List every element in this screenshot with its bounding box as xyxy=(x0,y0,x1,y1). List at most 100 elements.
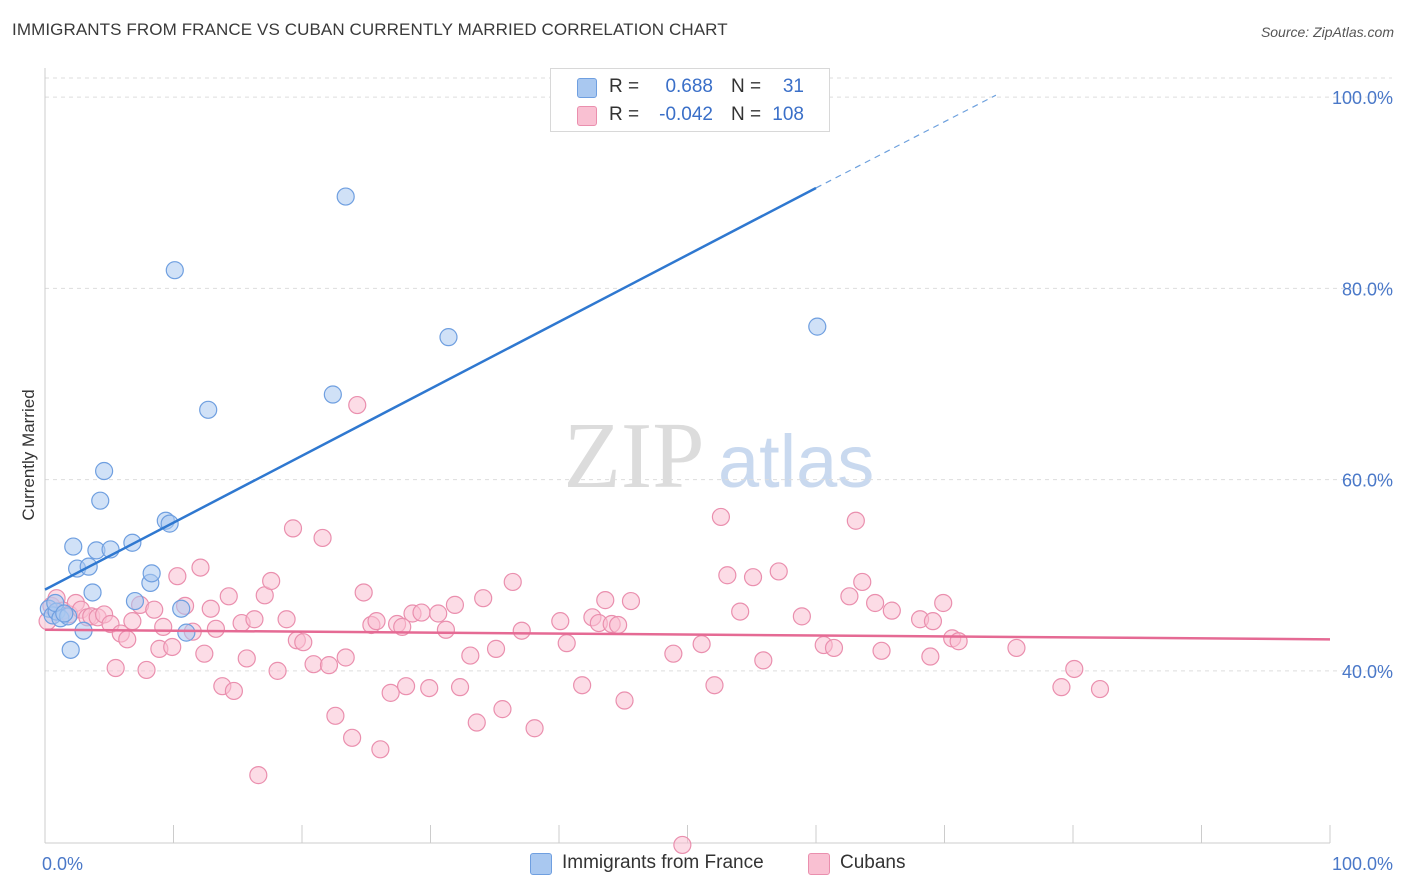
bottom-legend-label-cubans: Cubans xyxy=(840,852,906,873)
data-point xyxy=(381,683,400,702)
data-point xyxy=(348,395,367,415)
y-tick-label: 100.0% xyxy=(1332,88,1393,108)
data-point xyxy=(83,583,102,602)
y-tick-label: 80.0% xyxy=(1342,279,1393,299)
data-point xyxy=(923,612,943,631)
data-point xyxy=(718,566,737,585)
legend-r-value: -0.042 xyxy=(659,104,713,125)
trend-lines xyxy=(44,94,1331,641)
y-axis-label: Currently Married xyxy=(19,389,38,520)
data-point xyxy=(503,572,522,592)
data-point xyxy=(512,621,531,640)
data-point xyxy=(769,562,788,581)
data-point xyxy=(283,519,303,538)
data-point xyxy=(323,385,342,404)
data-point xyxy=(493,700,512,719)
grid-lines xyxy=(45,77,1392,672)
x-axis-ticks: 0.0% 100.0% xyxy=(42,825,1393,874)
data-point xyxy=(277,610,296,629)
series-points xyxy=(38,187,1110,855)
legend-r-value: 0.688 xyxy=(665,76,713,97)
legend-swatch-france xyxy=(577,78,597,98)
data-point xyxy=(808,317,827,336)
data-point xyxy=(262,571,281,591)
data-point xyxy=(743,568,763,587)
bottom-legend-swatch-france xyxy=(530,853,552,875)
data-point xyxy=(142,564,161,583)
data-point xyxy=(367,612,386,631)
data-point xyxy=(326,706,345,725)
data-point xyxy=(429,604,448,623)
data-point xyxy=(824,638,844,658)
data-point xyxy=(621,591,641,611)
trend-line-cubans xyxy=(44,628,1331,641)
data-point xyxy=(412,603,431,622)
data-point xyxy=(872,641,891,660)
data-point xyxy=(840,587,859,606)
legend-n-label: N = xyxy=(731,104,762,125)
series-france xyxy=(39,187,827,659)
data-point xyxy=(137,660,156,680)
data-point xyxy=(168,567,187,586)
data-point xyxy=(123,612,142,631)
data-point xyxy=(486,639,506,658)
data-point xyxy=(692,634,711,654)
legend-n-value: 108 xyxy=(772,104,804,125)
legend-r-label: R = xyxy=(609,76,640,97)
data-point xyxy=(118,630,137,649)
legend-r-label: R = xyxy=(609,104,640,125)
data-point xyxy=(396,677,416,696)
data-point xyxy=(125,591,145,611)
data-point xyxy=(199,400,218,419)
data-point xyxy=(596,591,615,610)
data-point xyxy=(474,589,493,608)
data-point xyxy=(237,649,256,668)
data-point xyxy=(664,644,683,663)
data-point xyxy=(206,619,226,638)
data-point xyxy=(615,691,634,710)
data-point xyxy=(792,607,811,626)
data-point xyxy=(304,655,323,674)
trend-line-france xyxy=(44,186,817,591)
data-point xyxy=(64,537,83,556)
data-point xyxy=(467,713,486,732)
data-point xyxy=(1090,679,1110,699)
chart-title: IMMIGRANTS FROM FRANCE VS CUBAN CURRENTL… xyxy=(12,20,728,39)
data-point xyxy=(1052,678,1071,697)
source-label: Source: ZipAtlas.com xyxy=(1260,24,1394,40)
data-point xyxy=(450,678,470,697)
data-point xyxy=(61,640,80,659)
y-tick-label: 60.0% xyxy=(1342,471,1393,491)
data-point xyxy=(195,644,214,663)
data-point xyxy=(882,601,901,620)
data-point xyxy=(921,647,940,666)
data-point xyxy=(420,678,439,698)
legend-n-value: 31 xyxy=(782,76,804,97)
data-point xyxy=(165,261,184,280)
series-cubans xyxy=(38,395,1110,855)
y-axis-ticks: 100.0% 80.0% 60.0% 40.0% xyxy=(1332,88,1393,682)
x-tick-label: 100.0% xyxy=(1332,854,1393,874)
data-point xyxy=(172,599,191,618)
data-point xyxy=(191,558,210,577)
data-point xyxy=(145,600,164,619)
data-point xyxy=(55,604,74,623)
data-point xyxy=(313,528,332,548)
data-point xyxy=(705,676,724,695)
data-point xyxy=(154,617,173,636)
data-point xyxy=(371,740,390,759)
data-point xyxy=(557,634,576,653)
watermark-zip: ZIP xyxy=(564,404,705,508)
data-point xyxy=(224,681,243,701)
data-point xyxy=(436,620,456,639)
correlation-legend: R = 0.688 N = 31 R = -0.042 N = 108 xyxy=(550,68,830,132)
data-point xyxy=(336,648,355,667)
data-point xyxy=(853,572,872,592)
data-point xyxy=(439,328,458,347)
data-point xyxy=(106,658,125,678)
legend-row-france: R = 0.688 N = 31 xyxy=(551,72,829,100)
data-point xyxy=(673,835,692,855)
x-tick-label: 0.0% xyxy=(42,854,83,874)
data-point xyxy=(461,646,480,665)
